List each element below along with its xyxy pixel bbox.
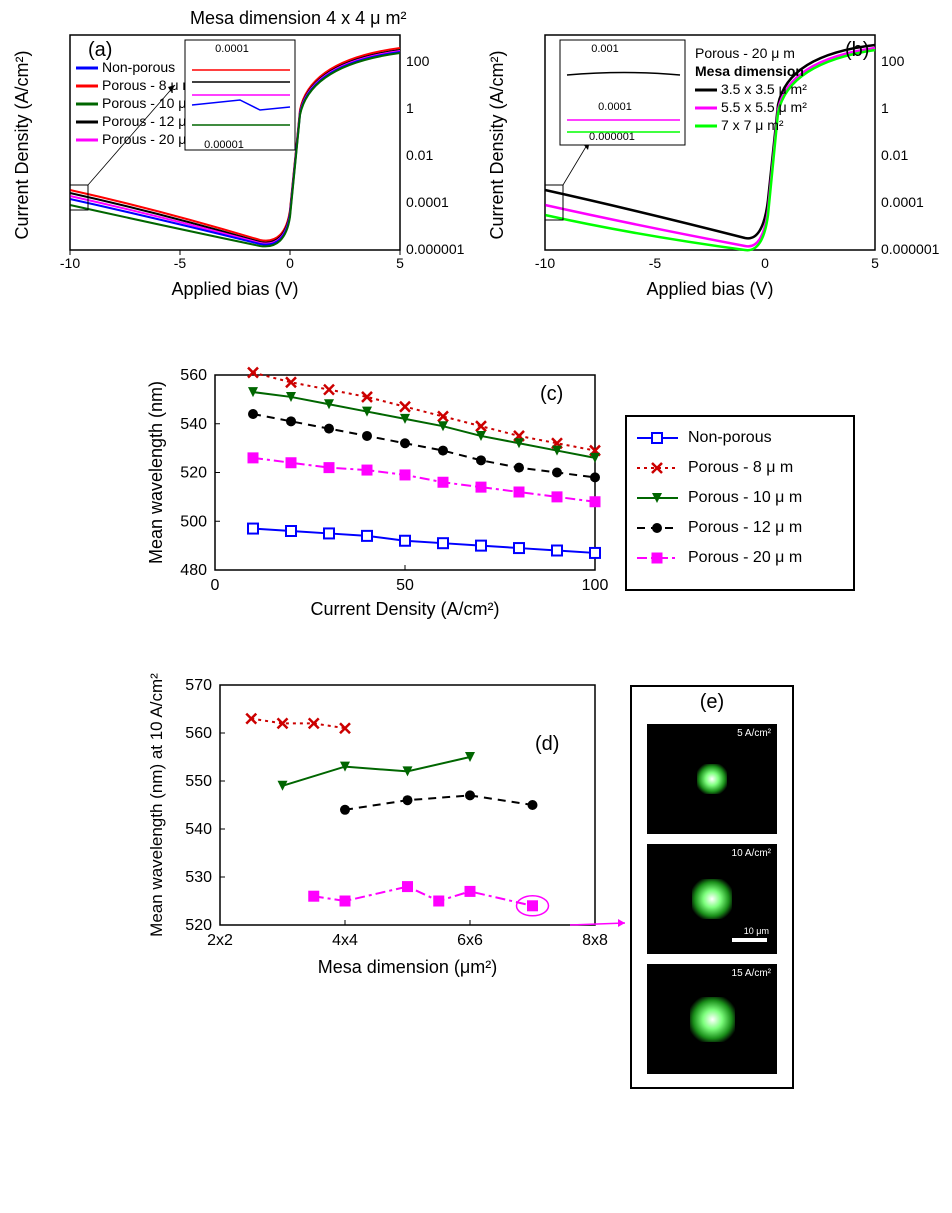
legend-item: Porous - 20 μ m [635,543,845,573]
panel-a-inset: 0.0001 0.00001 [185,40,295,151]
svg-text:Non-porous: Non-porous [102,59,175,75]
panel-b-inset: 0.001 0.0001 0.000001 [560,40,685,145]
svg-text:5.5 x 5.5 μ m²: 5.5 x 5.5 μ m² [721,99,807,115]
svg-text:0.01: 0.01 [406,147,433,163]
svg-text:6x6: 6x6 [457,932,483,949]
svg-text:(c): (c) [540,383,563,405]
svg-text:0.00001: 0.00001 [204,139,244,151]
panel-b: Current Density (A/cm²) Applied bias (V)… [485,10,940,300]
svg-text:500: 500 [180,513,207,530]
svg-text:100: 100 [582,577,609,594]
micrograph-1-label: 5 A/cm² [737,728,771,739]
legend-item: Porous - 12 μ m [635,513,845,543]
svg-text:5: 5 [871,255,879,271]
svg-text:2x2: 2x2 [207,932,233,949]
svg-text:550: 550 [185,773,212,790]
svg-text:0.0001: 0.0001 [215,43,249,55]
svg-text:-10: -10 [535,255,555,271]
legend-item: Porous - 8 μ m [635,453,845,483]
svg-text:Mean wavelength (nm) at 10 A/c: Mean wavelength (nm) at 10 A/cm² [147,673,166,937]
panel-e-label: (e) [632,691,792,714]
svg-text:-10: -10 [60,255,80,271]
svg-text:530: 530 [185,869,212,886]
svg-text:3.5 x 3.5 μ m²: 3.5 x 3.5 μ m² [721,81,807,97]
svg-text:0.000001: 0.000001 [589,131,635,143]
bottom-block: 480 500 520 540 560 0 50 100 Mean wavelength (nm… [10,360,942,1120]
svg-text:Mesa dimension: Mesa dimension [695,63,804,79]
panel-c: 480 500 520 540 560 0 50 100 Mean wavelength (nm… [140,360,610,620]
micrograph-2-label: 10 A/cm² [732,848,771,859]
panel-a-label: (a) [88,39,112,61]
svg-text:560: 560 [180,367,207,384]
svg-text:Current Density (A/cm²): Current Density (A/cm²) [310,599,499,619]
svg-text:1: 1 [881,100,889,116]
svg-text:1: 1 [406,100,414,116]
svg-text:100: 100 [406,53,430,69]
ylabel: Current Density (A/cm²) [487,50,507,239]
svg-text:Mean wavelength (nm): Mean wavelength (nm) [146,381,166,564]
svg-text:Porous - 20 μ m: Porous - 20 μ m [695,45,795,61]
xlabel: Applied bias (V) [171,279,298,299]
svg-text:100: 100 [881,53,905,69]
svg-text:-5: -5 [174,255,187,271]
xlabel: Applied bias (V) [646,279,773,299]
micrograph-1: 5 A/cm² [647,724,777,834]
micrograph-3: 15 A/cm² [647,964,777,1074]
panel-b-legend: Porous - 20 μ m Mesa dimension 3.5 x 3.5… [695,45,807,133]
panel-e: (e) 5 A/cm² 10 A/cm² 10 μm 15 A/cm² [630,685,794,1089]
panel-b-label: (b) [845,39,869,61]
svg-text:540: 540 [185,821,212,838]
yticks: 0.000001 0.0001 0.01 1 100 [406,53,465,257]
svg-text:7 x 7 μ m²: 7 x 7 μ m² [721,117,784,133]
micrograph-3-label: 15 A/cm² [732,968,771,979]
panel-a-legend: Non-porous Porous - 8 μ m Porous - 10 μ … [76,59,202,147]
svg-text:0.0001: 0.0001 [881,194,924,210]
svg-text:0.0001: 0.0001 [598,101,632,113]
svg-text:0.001: 0.001 [591,43,619,55]
svg-text:0: 0 [286,255,294,271]
top-row: Mesa dimension 4 x 4 μ m² Current Densit… [10,10,942,300]
svg-text:0.000001: 0.000001 [881,241,940,257]
svg-text:50: 50 [396,577,414,594]
legend-item: Porous - 10 μ m [635,483,845,513]
svg-text:520: 520 [180,465,207,482]
xticks: -10 -5 0 5 [60,250,404,271]
svg-text:480: 480 [180,562,207,579]
svg-text:570: 570 [185,677,212,694]
legend-item: Non-porous [635,423,845,453]
xticks: -10 -5 0 5 [535,255,879,271]
panel-a: Mesa dimension 4 x 4 μ m² Current Densit… [10,10,465,300]
svg-text:Porous - 8 μ m: Porous - 8 μ m [102,77,194,93]
panel-a-title: Mesa dimension 4 x 4 μ m² [190,10,406,28]
svg-text:0: 0 [761,255,769,271]
scalebar-label: 10 μm [744,926,769,936]
svg-text:540: 540 [180,416,207,433]
svg-text:0.0001: 0.0001 [406,194,449,210]
svg-text:5: 5 [396,255,404,271]
micrograph-2: 10 A/cm² 10 μm [647,844,777,954]
svg-text:Mesa dimension (μm²): Mesa dimension (μm²) [318,957,497,977]
yticks: 0.000001 0.0001 0.01 1 100 [881,53,940,257]
scalebar [732,938,767,942]
ylabel: Current Density (A/cm²) [12,50,32,239]
figure-container: Mesa dimension 4 x 4 μ m² Current Densit… [10,10,942,1120]
shared-legend: Non-porous Porous - 8 μ m Porous - 10 μ … [625,415,855,591]
svg-text:(d): (d) [535,733,559,755]
svg-text:-5: -5 [649,255,662,271]
svg-text:0.000001: 0.000001 [406,241,465,257]
svg-text:560: 560 [185,725,212,742]
svg-text:0.01: 0.01 [881,147,908,163]
svg-text:0: 0 [211,577,220,594]
svg-text:4x4: 4x4 [332,932,358,949]
panel-d: 5205305405505605702x24x46x68x8Mean wavel… [140,670,610,980]
